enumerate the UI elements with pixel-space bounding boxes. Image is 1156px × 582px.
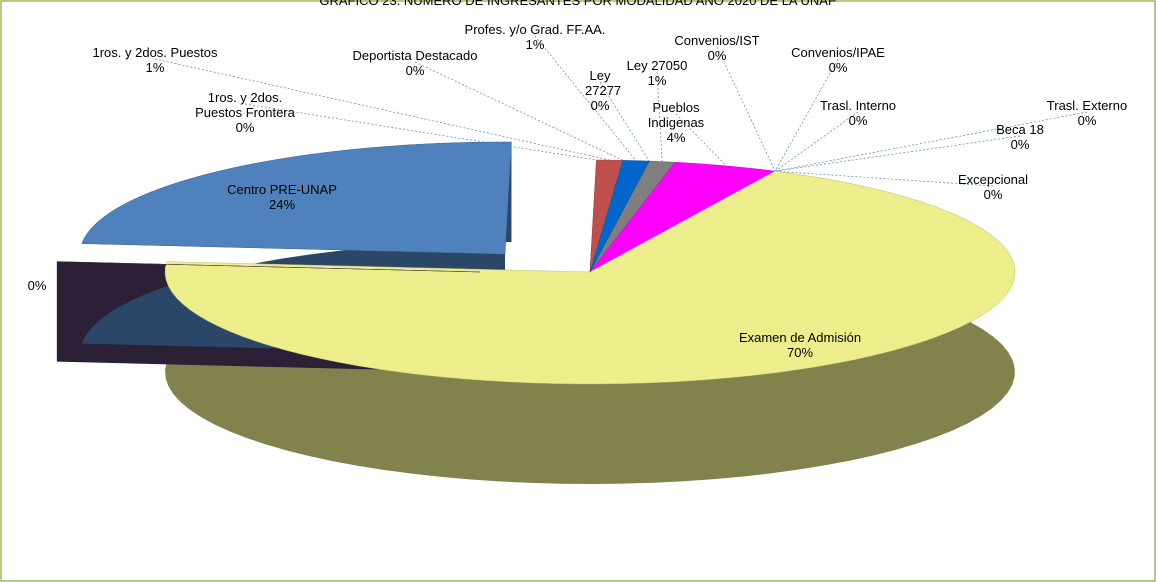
value-label: 1% [525,37,545,52]
data-label: 1ros. y 2dos. Puestos 1% [65,45,245,75]
data-label: Convenios/IST 0% [667,33,767,63]
value-label: 0% [1010,137,1030,152]
leader-line [656,71,663,162]
data-label: Excepcional 0% [938,172,1048,202]
category-label: Examen de Admisión [738,330,862,345]
category-label: Trasl. Externo [1046,98,1128,113]
leader-line [675,113,727,167]
data-label: Examen de Admisión 70% [715,330,885,360]
leader-line [716,46,776,172]
value-label: 0% [405,63,425,78]
leader-line [154,58,610,161]
category-label: Convenios/IST [674,33,760,48]
category-label: Deportista Destacado [352,48,478,63]
leader-line [774,111,859,172]
data-label: Trasl. Interno 0% [808,98,908,128]
category-label: Centro PRE-UNAP [227,182,337,197]
category-label: 1ros. y 2dos. Puestos [92,45,218,60]
chart-title: GRÁFICO 23. NÚMERO DE INGRESANTES POR MO… [319,0,837,8]
category-label: Ley 27050 [626,58,688,73]
data-label: Deportista Destacado 0% [330,48,500,78]
data-label: 1ros. y 2dos. Puestos Frontera 0% [185,90,305,135]
value-label: 0% [1077,113,1097,128]
value-label: 0% [828,60,848,75]
leader-line [775,111,1088,172]
data-label: 0% [17,278,57,293]
value-label: 1% [145,60,165,75]
data-label: Trasl. Externo 0% [1032,98,1142,128]
slice [81,141,512,255]
category-label: Convenios/IPAE [791,45,885,60]
slice [589,160,650,273]
category-label: Beca 18 [996,122,1044,137]
value-label: 24% [268,197,296,212]
value-label: 0% [590,98,610,113]
category-label: 1ros. y 2dos. Puestos Frontera [195,90,295,120]
value-label: 0% [707,48,727,63]
leader-line [534,35,637,161]
value-label: 0% [235,120,255,135]
category-label: Pueblos Indigenas [647,100,705,130]
value-label: 0% [983,187,1003,202]
leader-line [775,135,1021,172]
leader-line [775,170,994,187]
data-label: Centro PRE-UNAP 24% [207,182,357,212]
category-label: Ley 27277 [585,68,622,98]
leader-line [244,103,597,161]
value-label: 0% [27,278,47,293]
slice [164,170,1016,385]
category-label: Excepcional [957,172,1029,187]
data-label: Beca 18 0% [985,122,1055,152]
category-label: Trasl. Interno [819,98,897,113]
data-label: Pueblos Indigenas 4% [636,100,716,145]
category-label: Profes. y/o Grad. FF.AA. [464,22,606,37]
slice [56,261,481,273]
leader-line [774,58,839,172]
data-label: Ley 27050 1% [622,58,692,88]
value-label: 4% [666,130,686,145]
data-label: Ley 27277 0% [585,68,622,113]
leader-line [599,81,650,162]
data-label: Profes. y/o Grad. FF.AA. 1% [450,22,620,52]
slice [589,162,776,273]
value-label: 0% [848,113,868,128]
value-label: 1% [647,73,667,88]
value-label: 70% [786,345,814,360]
data-label: Convenios/IPAE 0% [783,45,893,75]
